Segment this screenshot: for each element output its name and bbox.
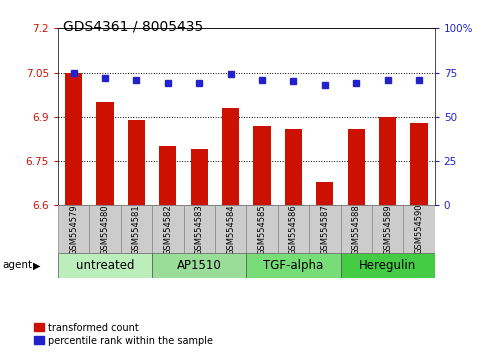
Bar (159, 146, 176, 205)
Text: GDS4361 / 8005435: GDS4361 / 8005435 (63, 19, 203, 34)
Bar (379, 117, 396, 205)
Bar (309, 205, 341, 253)
Text: GSM554584: GSM554584 (226, 204, 235, 255)
Bar (285, 129, 302, 205)
Bar (278, 205, 309, 253)
Bar (89, 205, 121, 253)
Text: GSM554587: GSM554587 (320, 204, 329, 255)
Bar (58, 205, 89, 253)
Bar (403, 205, 435, 253)
Bar (97, 102, 114, 205)
Bar (341, 205, 372, 253)
Text: GSM554590: GSM554590 (414, 204, 424, 255)
Text: GSM554586: GSM554586 (289, 204, 298, 255)
Bar (128, 120, 145, 205)
Text: untreated: untreated (76, 259, 134, 272)
Bar (152, 253, 246, 278)
Text: TGF-alpha: TGF-alpha (263, 259, 324, 272)
Bar (222, 108, 239, 205)
Text: GSM554581: GSM554581 (132, 204, 141, 255)
Text: agent: agent (2, 261, 32, 270)
Text: GSM554579: GSM554579 (69, 204, 78, 255)
Bar (254, 126, 270, 205)
Bar (215, 205, 246, 253)
Text: Heregulin: Heregulin (359, 259, 416, 272)
Bar (341, 253, 435, 278)
Text: GSM554583: GSM554583 (195, 204, 204, 255)
Text: GSM554585: GSM554585 (257, 204, 267, 255)
Text: ▶: ▶ (32, 261, 40, 270)
Bar (246, 205, 278, 253)
Text: GSM554589: GSM554589 (383, 204, 392, 255)
Text: GSM554582: GSM554582 (163, 204, 172, 255)
Bar (65, 73, 82, 205)
Bar (121, 205, 152, 253)
Text: AP1510: AP1510 (177, 259, 222, 272)
Bar (152, 205, 184, 253)
Text: GSM554588: GSM554588 (352, 204, 361, 255)
Bar (372, 205, 403, 253)
Bar (184, 205, 215, 253)
Bar (191, 149, 208, 205)
Bar (58, 253, 152, 278)
Text: GSM554580: GSM554580 (100, 204, 110, 255)
Bar (411, 123, 427, 205)
Bar (316, 182, 333, 205)
Bar (348, 129, 365, 205)
Legend: transformed count, percentile rank within the sample: transformed count, percentile rank withi… (34, 323, 213, 346)
Bar (246, 253, 341, 278)
